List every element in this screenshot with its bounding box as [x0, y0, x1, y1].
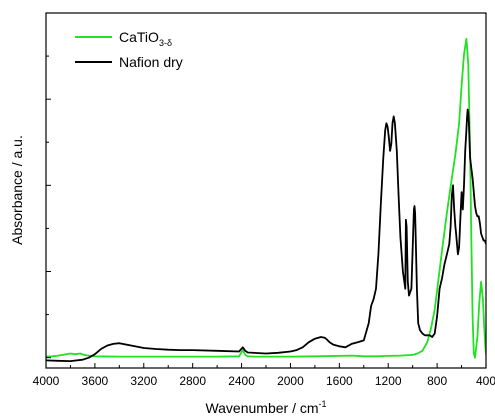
x-tick-label: 3200	[130, 374, 157, 388]
series-line-0	[46, 37, 486, 359]
x-axis-label: Wavenumber / cm-1	[205, 399, 326, 416]
x-tick-label: 2000	[277, 374, 304, 388]
legend-label-catio3: CaTiO3-δ	[119, 29, 172, 48]
x-tick-label: 3600	[82, 374, 109, 388]
legend-label-nafion: Nafion dry	[119, 54, 183, 70]
x-tick-label: 800	[427, 374, 447, 388]
x-tick-label: 2800	[179, 374, 206, 388]
x-tick-label: 1600	[326, 374, 353, 388]
series-layer	[46, 37, 486, 362]
y-axis-label: Absorbance / a.u.	[9, 135, 25, 245]
x-tick-label: 2400	[228, 374, 255, 388]
x-tick-label: 4000	[33, 374, 60, 388]
legend: CaTiO3-δ Nafion dry	[75, 29, 183, 70]
x-tick-label: 1200	[375, 374, 402, 388]
legend-label-catio3-subscript: 3-δ	[159, 38, 172, 48]
x-axis: 4000 3600 3200 2800 2400 2000 1600 1200 800 400	[33, 363, 495, 388]
y-axis	[46, 12, 51, 359]
series-line-1	[46, 108, 486, 362]
x-axis-label-superscript: -1	[319, 399, 327, 409]
x-tick-label: 400	[476, 374, 495, 388]
plot-frame	[45, 12, 487, 369]
